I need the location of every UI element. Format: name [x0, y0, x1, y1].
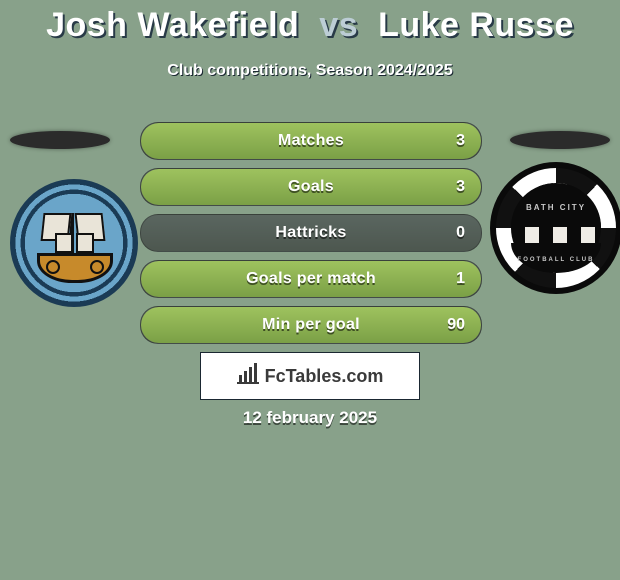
crest-shadow-right: [510, 131, 610, 149]
chart-icon: [237, 363, 259, 390]
vs-label: vs: [319, 6, 358, 44]
club-crest-right: BATH CITY FOOTBALL CLUB: [490, 162, 610, 282]
crest-shadow-left: [10, 131, 110, 149]
stat-label: Goals: [141, 169, 481, 205]
stat-value: 3: [456, 123, 465, 159]
stat-pill: Min per goal90: [140, 306, 482, 344]
branding-banner[interactable]: FcTables.com: [200, 352, 420, 400]
stat-label: Min per goal: [141, 307, 481, 343]
stat-pill: Hattricks0: [140, 214, 482, 252]
player-a-name: Josh Wakefield: [46, 6, 299, 44]
stat-value: 1: [456, 261, 465, 297]
club-crest-left: [10, 179, 130, 299]
stat-label: Hattricks: [141, 215, 481, 251]
stat-value: 0: [456, 215, 465, 251]
branding-text: FcTables.com: [265, 366, 384, 387]
stat-value: 90: [447, 307, 465, 343]
subtitle: Club competitions, Season 2024/2025: [0, 62, 620, 80]
stat-pill: Matches3: [140, 122, 482, 160]
player-b-name: Luke Russe: [378, 6, 574, 44]
date-label: 12 february 2025: [0, 408, 620, 428]
stat-pill: Goals3: [140, 168, 482, 206]
stat-value: 3: [456, 169, 465, 205]
stat-pill: Goals per match1: [140, 260, 482, 298]
stat-label: Goals per match: [141, 261, 481, 297]
stat-label: Matches: [141, 123, 481, 159]
page-title: Josh Wakefield vs Luke Russe: [0, 6, 620, 45]
